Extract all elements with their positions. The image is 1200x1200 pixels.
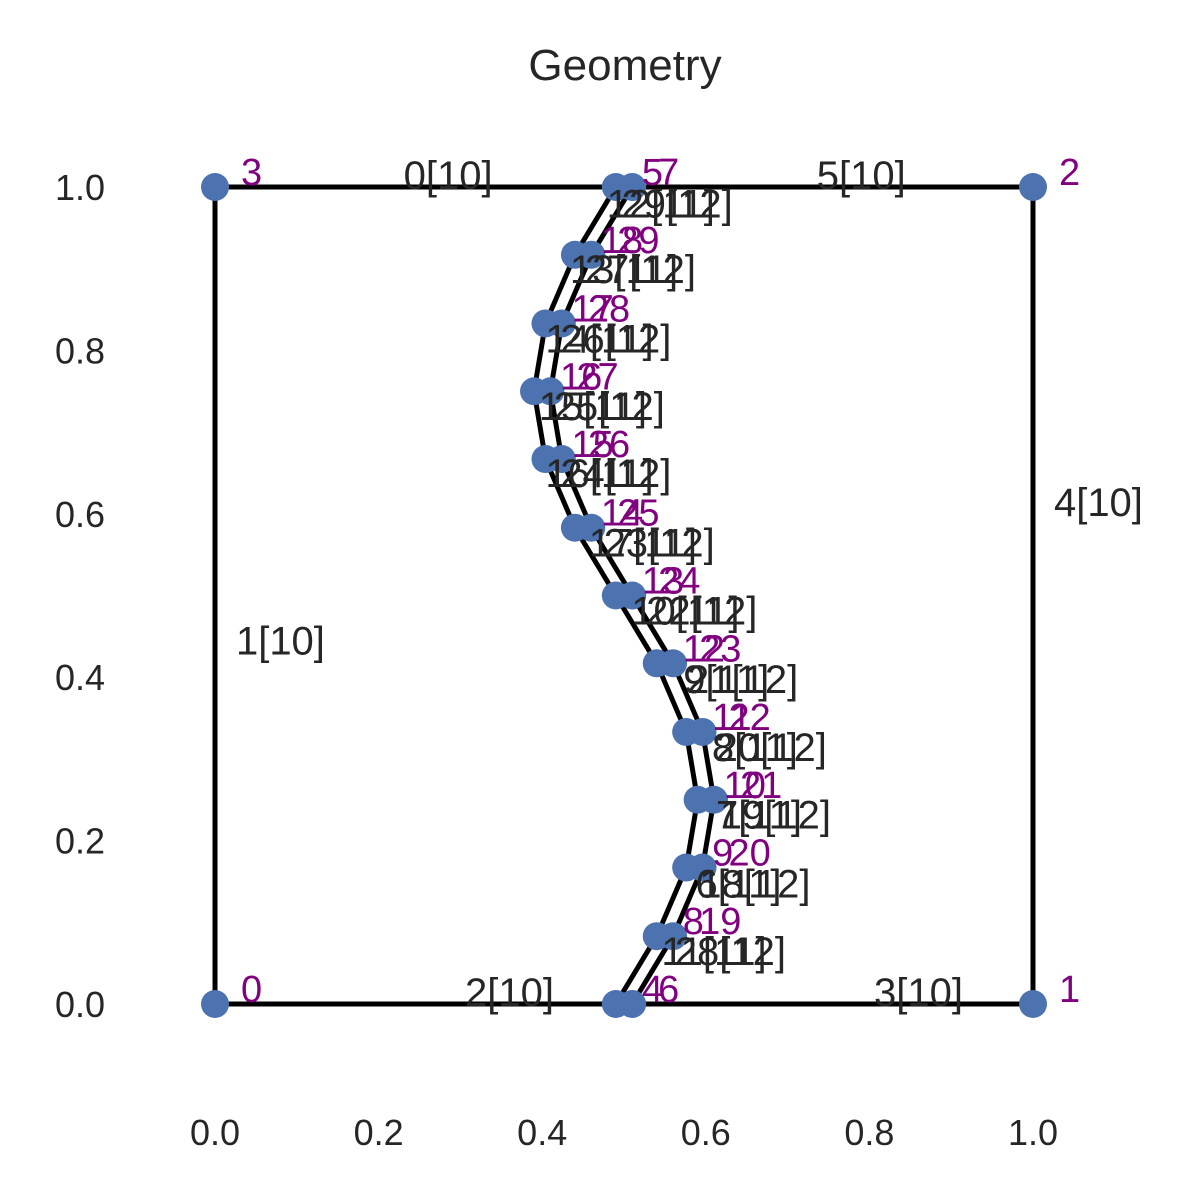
edge-label-28: 11[11] — [661, 930, 766, 974]
node-label-21: 21 — [740, 765, 782, 807]
node-label-20: 20 — [729, 833, 771, 875]
edge-labels: 0[10] 5[10]1[10]4[10]2[10] 3[10]12[11]29[1… — [236, 154, 1143, 1015]
edge-label-8: 13[11] — [570, 248, 678, 292]
edge-label-22: 8[11] — [712, 726, 798, 770]
edge-label-1: 5[10] — [817, 154, 906, 198]
edge-label-3: 4[10] — [1054, 481, 1143, 525]
node-label-29: 29 — [617, 220, 659, 262]
node-point-0 — [201, 990, 229, 1018]
node-point-6 — [618, 990, 647, 1018]
node-point-29 — [577, 240, 606, 269]
node-label-10: 10 — [724, 765, 766, 807]
node-point-25 — [577, 513, 606, 542]
node-label-27: 27 — [576, 356, 618, 398]
x-tick-label-5: 1.0 — [1008, 1112, 1058, 1153]
node-point-26 — [547, 445, 576, 474]
y-tick-label-2: 0.4 — [55, 657, 105, 698]
node-point-3 — [201, 173, 229, 201]
x-tick-label-4: 0.8 — [844, 1112, 894, 1153]
edge-label-16: 17[11] — [589, 522, 697, 566]
edge-label-11: 26[12] — [560, 317, 671, 361]
node-label-18: 18 — [601, 220, 643, 262]
edge-label-25: 19[12] — [720, 794, 831, 838]
node-label-4: 4 — [642, 969, 663, 1011]
edge-label-6: 12[11] — [607, 183, 715, 227]
edge-label-5: 3[10] — [874, 971, 963, 1015]
node-point-20 — [688, 853, 717, 882]
node-label-1: 1 — [1059, 969, 1080, 1011]
node-label-7: 7 — [658, 152, 679, 194]
node-label-26: 26 — [588, 424, 630, 466]
node-label-9: 9 — [712, 833, 733, 875]
node-point-27 — [536, 377, 565, 406]
edge-label-27: 18[12] — [699, 862, 810, 906]
node-label-12: 12 — [683, 628, 725, 670]
chart-title: Geometry — [528, 41, 721, 90]
edge-label-23: 20[12] — [716, 726, 827, 770]
node-label-23: 23 — [699, 628, 741, 670]
edge-label-4: 2[10] — [465, 971, 554, 1015]
node-label-15: 15 — [571, 424, 613, 466]
edge-label-26: 6[11] — [696, 862, 782, 906]
node-label-24: 24 — [658, 561, 700, 603]
node-point-19 — [659, 922, 688, 951]
y-tick-label-1: 0.2 — [55, 821, 105, 862]
edge-label-2: 1[10] — [236, 620, 325, 664]
edge-label-17: 23[12] — [604, 522, 715, 566]
node-label-2: 2 — [1059, 152, 1080, 194]
edge-label-0: 0[10] — [404, 154, 493, 198]
node-label-17: 17 — [571, 288, 613, 330]
edge-label-21: 21[12] — [687, 658, 798, 702]
edge-label-29: 28[12] — [675, 930, 786, 974]
node-point-28 — [547, 309, 576, 338]
node-label-0: 0 — [241, 969, 262, 1011]
edge-label-20: 9[11] — [683, 658, 769, 702]
node-label-8: 8 — [683, 901, 704, 943]
x-tick-label-2: 0.4 — [517, 1112, 567, 1153]
y-tick-label-4: 0.8 — [55, 330, 105, 371]
y-tick-label-5: 1.0 — [55, 167, 105, 208]
node-label-22: 22 — [729, 697, 771, 739]
node-label-5: 5 — [642, 152, 663, 194]
x-tick-label-1: 0.2 — [354, 1112, 404, 1153]
edge-label-10: 14[11] — [545, 317, 653, 361]
node-label-25: 25 — [617, 493, 659, 535]
edge-label-13: 25[12] — [554, 385, 665, 429]
node-points — [201, 173, 1047, 1018]
node-label-11: 11 — [712, 697, 751, 739]
node-labels: 0 123456789101112131415161718192021222324… — [241, 152, 1080, 1011]
x-tick-label-3: 0.6 — [681, 1112, 731, 1153]
edge-label-12: 15[11] — [539, 385, 647, 429]
node-point-24 — [618, 581, 647, 610]
y-tick-label-3: 0.6 — [55, 494, 105, 535]
edge-label-18: 10[11] — [631, 589, 739, 633]
x-axis-ticks: 0.0 0.2 0.4 0.6 0.8 1.0 — [190, 1112, 1058, 1153]
node-label-13: 13 — [642, 561, 684, 603]
edge-label-24: 7[11] — [716, 794, 802, 838]
node-point-21 — [699, 785, 728, 814]
edge-label-19: 22[12] — [646, 589, 757, 633]
edge-label-15: 24[12] — [560, 452, 671, 496]
node-label-28: 28 — [588, 288, 630, 330]
node-label-3: 3 — [241, 152, 262, 194]
y-axis-ticks: 0.0 0.2 0.4 0.6 0.8 1.0 — [55, 167, 105, 1025]
edge-label-9: 27[12] — [585, 248, 696, 292]
node-point-1 — [1019, 990, 1047, 1018]
x-tick-label-0: 0.0 — [190, 1112, 240, 1153]
node-label-19: 19 — [699, 901, 741, 943]
node-point-23 — [659, 649, 688, 678]
node-point-22 — [688, 717, 717, 746]
node-label-16: 16 — [560, 356, 602, 398]
edge-label-7: 29[12] — [622, 183, 733, 227]
node-label-6: 6 — [658, 969, 679, 1011]
node-point-7 — [618, 173, 647, 201]
node-label-14: 14 — [601, 493, 643, 535]
node-point-2 — [1019, 173, 1047, 201]
y-tick-label-0: 0.0 — [55, 984, 105, 1025]
edge-label-14: 16[11] — [545, 452, 653, 496]
